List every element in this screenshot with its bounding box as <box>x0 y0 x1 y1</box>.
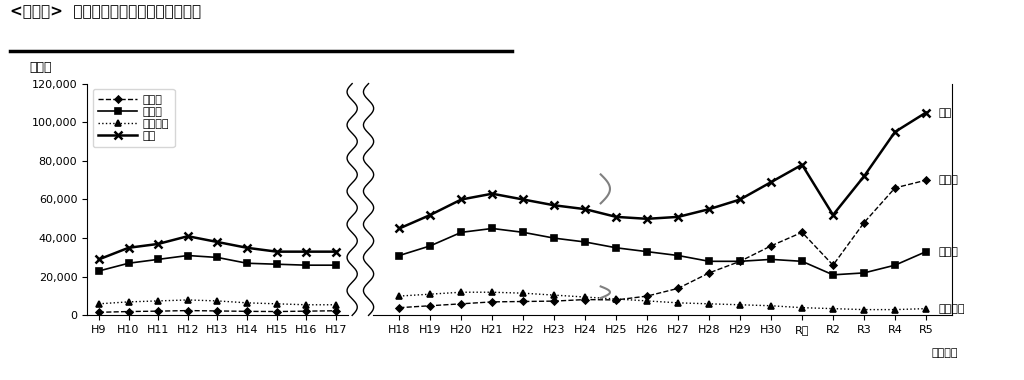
Text: <参考２>  暴力行為発生件数の推移グラフ: <参考２> 暴力行為発生件数の推移グラフ <box>10 4 202 19</box>
中学校 <box>181 253 194 258</box>
合計 <box>152 242 164 246</box>
中学校 <box>330 263 342 268</box>
小学校 <box>181 308 194 313</box>
中学校 <box>123 261 135 266</box>
合計 <box>270 249 283 254</box>
Line: 中学校: 中学校 <box>96 253 339 274</box>
高等学校 <box>93 302 105 306</box>
中学校 <box>241 261 253 266</box>
Text: 合計: 合計 <box>938 108 951 117</box>
小学校 <box>330 309 342 313</box>
小学校 <box>123 309 135 314</box>
高等学校 <box>241 301 253 305</box>
中学校 <box>300 263 312 268</box>
合計 <box>300 249 312 254</box>
小学校 <box>211 309 223 313</box>
高等学校 <box>270 302 283 306</box>
Line: 合計: 合計 <box>95 232 340 264</box>
小学校 <box>152 309 164 314</box>
Text: （件）: （件） <box>30 61 52 74</box>
合計 <box>181 234 194 239</box>
合計 <box>330 249 342 254</box>
中学校 <box>93 269 105 273</box>
高等学校 <box>181 298 194 302</box>
中学校 <box>211 255 223 260</box>
小学校 <box>300 309 312 314</box>
合計 <box>93 257 105 262</box>
Text: （年度）: （年度） <box>932 348 958 358</box>
高等学校 <box>330 302 342 307</box>
Text: 高等学校: 高等学校 <box>938 304 965 314</box>
高等学校 <box>211 299 223 303</box>
中学校 <box>270 262 283 266</box>
小学校 <box>241 309 253 314</box>
合計 <box>211 240 223 244</box>
Text: 中学校: 中学校 <box>938 247 958 256</box>
合計 <box>123 245 135 250</box>
高等学校 <box>152 299 164 303</box>
高等学校 <box>300 302 312 307</box>
Line: 小学校: 小学校 <box>96 308 338 315</box>
合計 <box>241 245 253 250</box>
小学校 <box>93 310 105 315</box>
中学校 <box>152 257 164 262</box>
高等学校 <box>123 299 135 304</box>
小学校 <box>270 309 283 314</box>
Line: 高等学校: 高等学校 <box>96 297 339 307</box>
Legend: 小学校, 中学校, 高等学校, 合計: 小学校, 中学校, 高等学校, 合計 <box>92 89 175 147</box>
Text: 小学校: 小学校 <box>938 175 958 185</box>
